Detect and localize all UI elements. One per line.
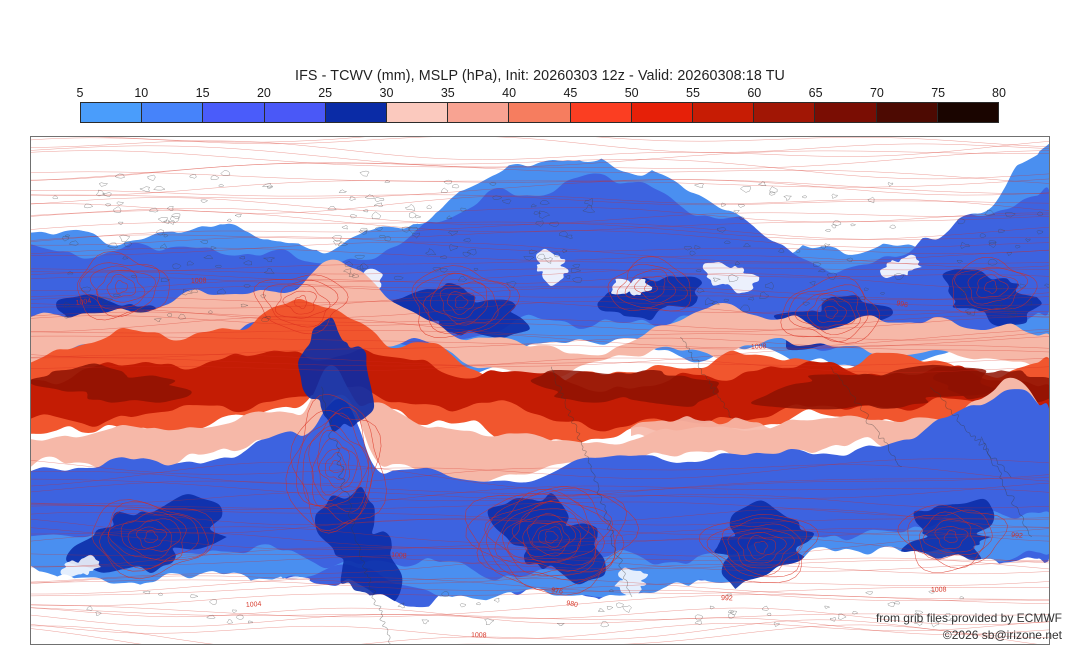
svg-text:1008: 1008 [751,343,767,351]
svg-text:992: 992 [721,595,733,602]
svg-text:1008: 1008 [191,277,207,285]
svg-text:1008: 1008 [471,632,487,639]
svg-text:1008: 1008 [931,586,947,594]
svg-text:1004: 1004 [246,601,262,609]
svg-text:1008: 1008 [391,552,407,560]
svg-text:992: 992 [1011,532,1023,540]
